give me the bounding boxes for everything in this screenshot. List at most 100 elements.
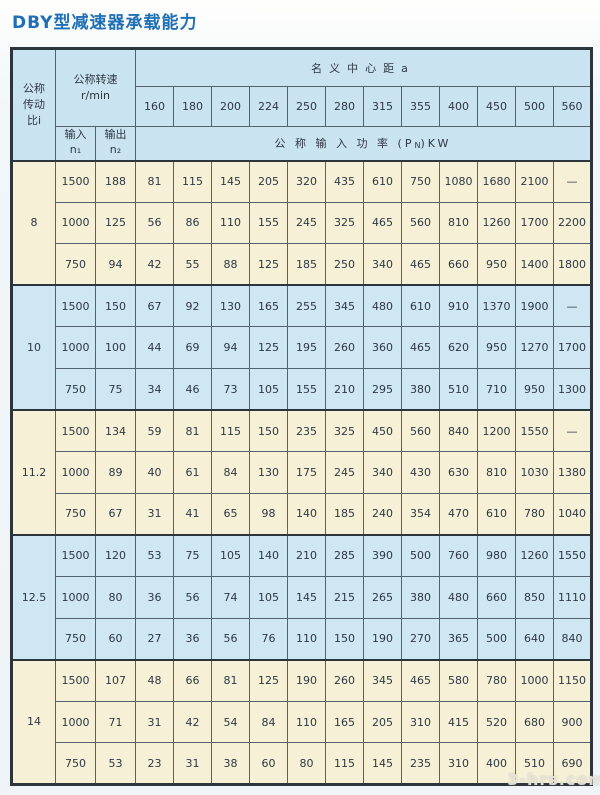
power-value-cell: 465	[401, 326, 440, 369]
power-value-cell: 1040	[553, 492, 592, 536]
power-value-cell: 500	[401, 534, 440, 577]
power-value-cell: 44	[135, 326, 174, 369]
ratio-cell: 10	[11, 284, 56, 411]
power-value-cell: 48	[135, 659, 174, 702]
input-speed-cell: 1000	[55, 575, 96, 619]
power-value-cell: 36	[173, 617, 212, 661]
power-value-cell: 245	[325, 451, 364, 494]
power-value-cell: 250	[325, 243, 364, 286]
power-value-cell: 175	[287, 451, 326, 494]
power-value-cell: 61	[173, 451, 212, 494]
power-value-cell: 480	[439, 575, 478, 619]
power-value-cell: 325	[325, 201, 364, 245]
power-value-cell: 1900	[515, 284, 554, 328]
power-value-cell: 750	[401, 160, 440, 203]
power-value-cell: 65	[211, 492, 250, 536]
table-row: 12.5 1500 120 53 75 105 140 210 285 390 500 760 980 1…	[11, 534, 592, 661]
power-value-cell: 285	[325, 534, 364, 577]
power-value-cell: 1260	[477, 201, 516, 245]
output-speed-cell: 94	[95, 243, 136, 286]
power-value-cell: 76	[249, 617, 288, 661]
power-value-cell: 40	[135, 451, 174, 494]
input-speed-cell: 1500	[55, 409, 96, 453]
output-speed-cell: 67	[95, 492, 136, 536]
power-value-cell: 610	[401, 284, 440, 328]
power-value-cell: 125	[249, 326, 288, 369]
ratio-cell: 8	[11, 160, 56, 286]
distance-row: 160 180 200 224 250 280 315 355 400 450 500 560	[12, 86, 592, 127]
power-value-cell: 105	[249, 367, 288, 411]
power-value-cell: 75	[173, 534, 212, 577]
power-value-cell: 69	[173, 326, 212, 369]
power-value-cell: 560	[401, 201, 440, 245]
output-speed-cell: 89	[95, 451, 136, 494]
power-value-cell: 55	[173, 243, 212, 286]
output-speed-cell: 60	[95, 617, 136, 661]
power-value-cell: 465	[401, 243, 440, 286]
power-value-cell: 105	[249, 575, 288, 619]
power-value-cell: 640	[515, 617, 554, 661]
power-value-cell: 1550	[515, 409, 554, 453]
power-value-cell: 310	[439, 742, 478, 785]
power-value-cell: 465	[363, 201, 402, 245]
power-value-cell: 145	[363, 742, 402, 785]
power-value-cell: 210	[287, 534, 326, 577]
table-row: 11.2 1500 134 59 81 115 150 235 325 450 560 840 1200…	[11, 409, 592, 536]
power-value-cell: 400	[477, 742, 516, 785]
distance-header-160: 160	[135, 86, 174, 127]
power-value-cell: 380	[401, 575, 440, 619]
power-value-cell: 520	[477, 700, 516, 744]
output-speed-cell: 120	[95, 534, 136, 577]
power-value-cell: 53	[135, 534, 174, 577]
ratio-column-header: 公称 传动 比i	[11, 48, 56, 161]
power-value-cell: 1260	[515, 534, 554, 577]
distance-header-250: 250	[287, 86, 326, 127]
power-header-post: )KW	[420, 137, 452, 151]
distance-header-450: 450	[477, 86, 516, 127]
power-value-cell: 1080	[439, 160, 478, 203]
table-row: 1000 89 40 61 84 130 175 245 340 430 630 810 1030 138…	[12, 451, 592, 494]
power-value-cell: 1300	[553, 367, 592, 411]
input-speed-cell: 750	[55, 492, 96, 536]
power-value-cell: 265	[363, 575, 402, 619]
distance-header-280: 280	[325, 86, 364, 127]
power-value-cell: 580	[439, 659, 478, 702]
power-value-cell: 31	[135, 492, 174, 536]
power-value-cell: 59	[135, 409, 174, 453]
power-value-cell: 255	[287, 284, 326, 328]
table-row: 750 53 23 31 38 60 80 115 145 235 310 400 510 690	[12, 742, 592, 785]
center-distance-header: 名义中心距a	[135, 48, 592, 87]
power-value-cell: 340	[363, 243, 402, 286]
power-value-cell: 27	[135, 617, 174, 661]
power-value-cell: 380	[401, 367, 440, 411]
power-value-cell: 205	[363, 700, 402, 744]
power-value-cell: 195	[287, 326, 326, 369]
input-speed-cell: 750	[55, 617, 96, 661]
input-speed-cell: 1000	[55, 326, 96, 369]
power-value-cell: 365	[439, 617, 478, 661]
table-row: 1000 80 36 56 74 105 145 215 265 380 480 660 850 1110	[12, 575, 592, 619]
power-value-cell: 1380	[553, 451, 592, 494]
power-value-cell: 1150	[553, 659, 592, 702]
power-value-cell: 465	[401, 659, 440, 702]
distance-header-315: 315	[363, 86, 402, 127]
power-value-cell: 910	[439, 284, 478, 328]
power-value-cell: 42	[173, 700, 212, 744]
input-speed-cell: 1000	[55, 451, 96, 494]
power-value-cell: 205	[249, 160, 288, 203]
power-header-pre: 公 称 输 入 功 率 (P	[274, 137, 415, 151]
power-value-cell: 245	[287, 201, 326, 245]
power-value-cell: 560	[401, 409, 440, 453]
output-speed-header: 输出 n₂	[95, 126, 136, 161]
power-value-cell: 115	[325, 742, 364, 785]
ratio-group-11.2: 11.2 1500 134 59 81 115 150 235 325 450 560 840 1200…	[11, 409, 592, 536]
power-value-cell: 2200	[553, 201, 592, 245]
power-value-cell: 1700	[515, 201, 554, 245]
power-value-cell: 165	[325, 700, 364, 744]
power-value-cell: 81	[135, 160, 174, 203]
power-value-cell: 125	[249, 243, 288, 286]
power-value-cell: 42	[135, 243, 174, 286]
power-value-cell: 500	[477, 617, 516, 661]
power-value-cell: 260	[325, 659, 364, 702]
power-value-cell: 690	[553, 742, 592, 785]
